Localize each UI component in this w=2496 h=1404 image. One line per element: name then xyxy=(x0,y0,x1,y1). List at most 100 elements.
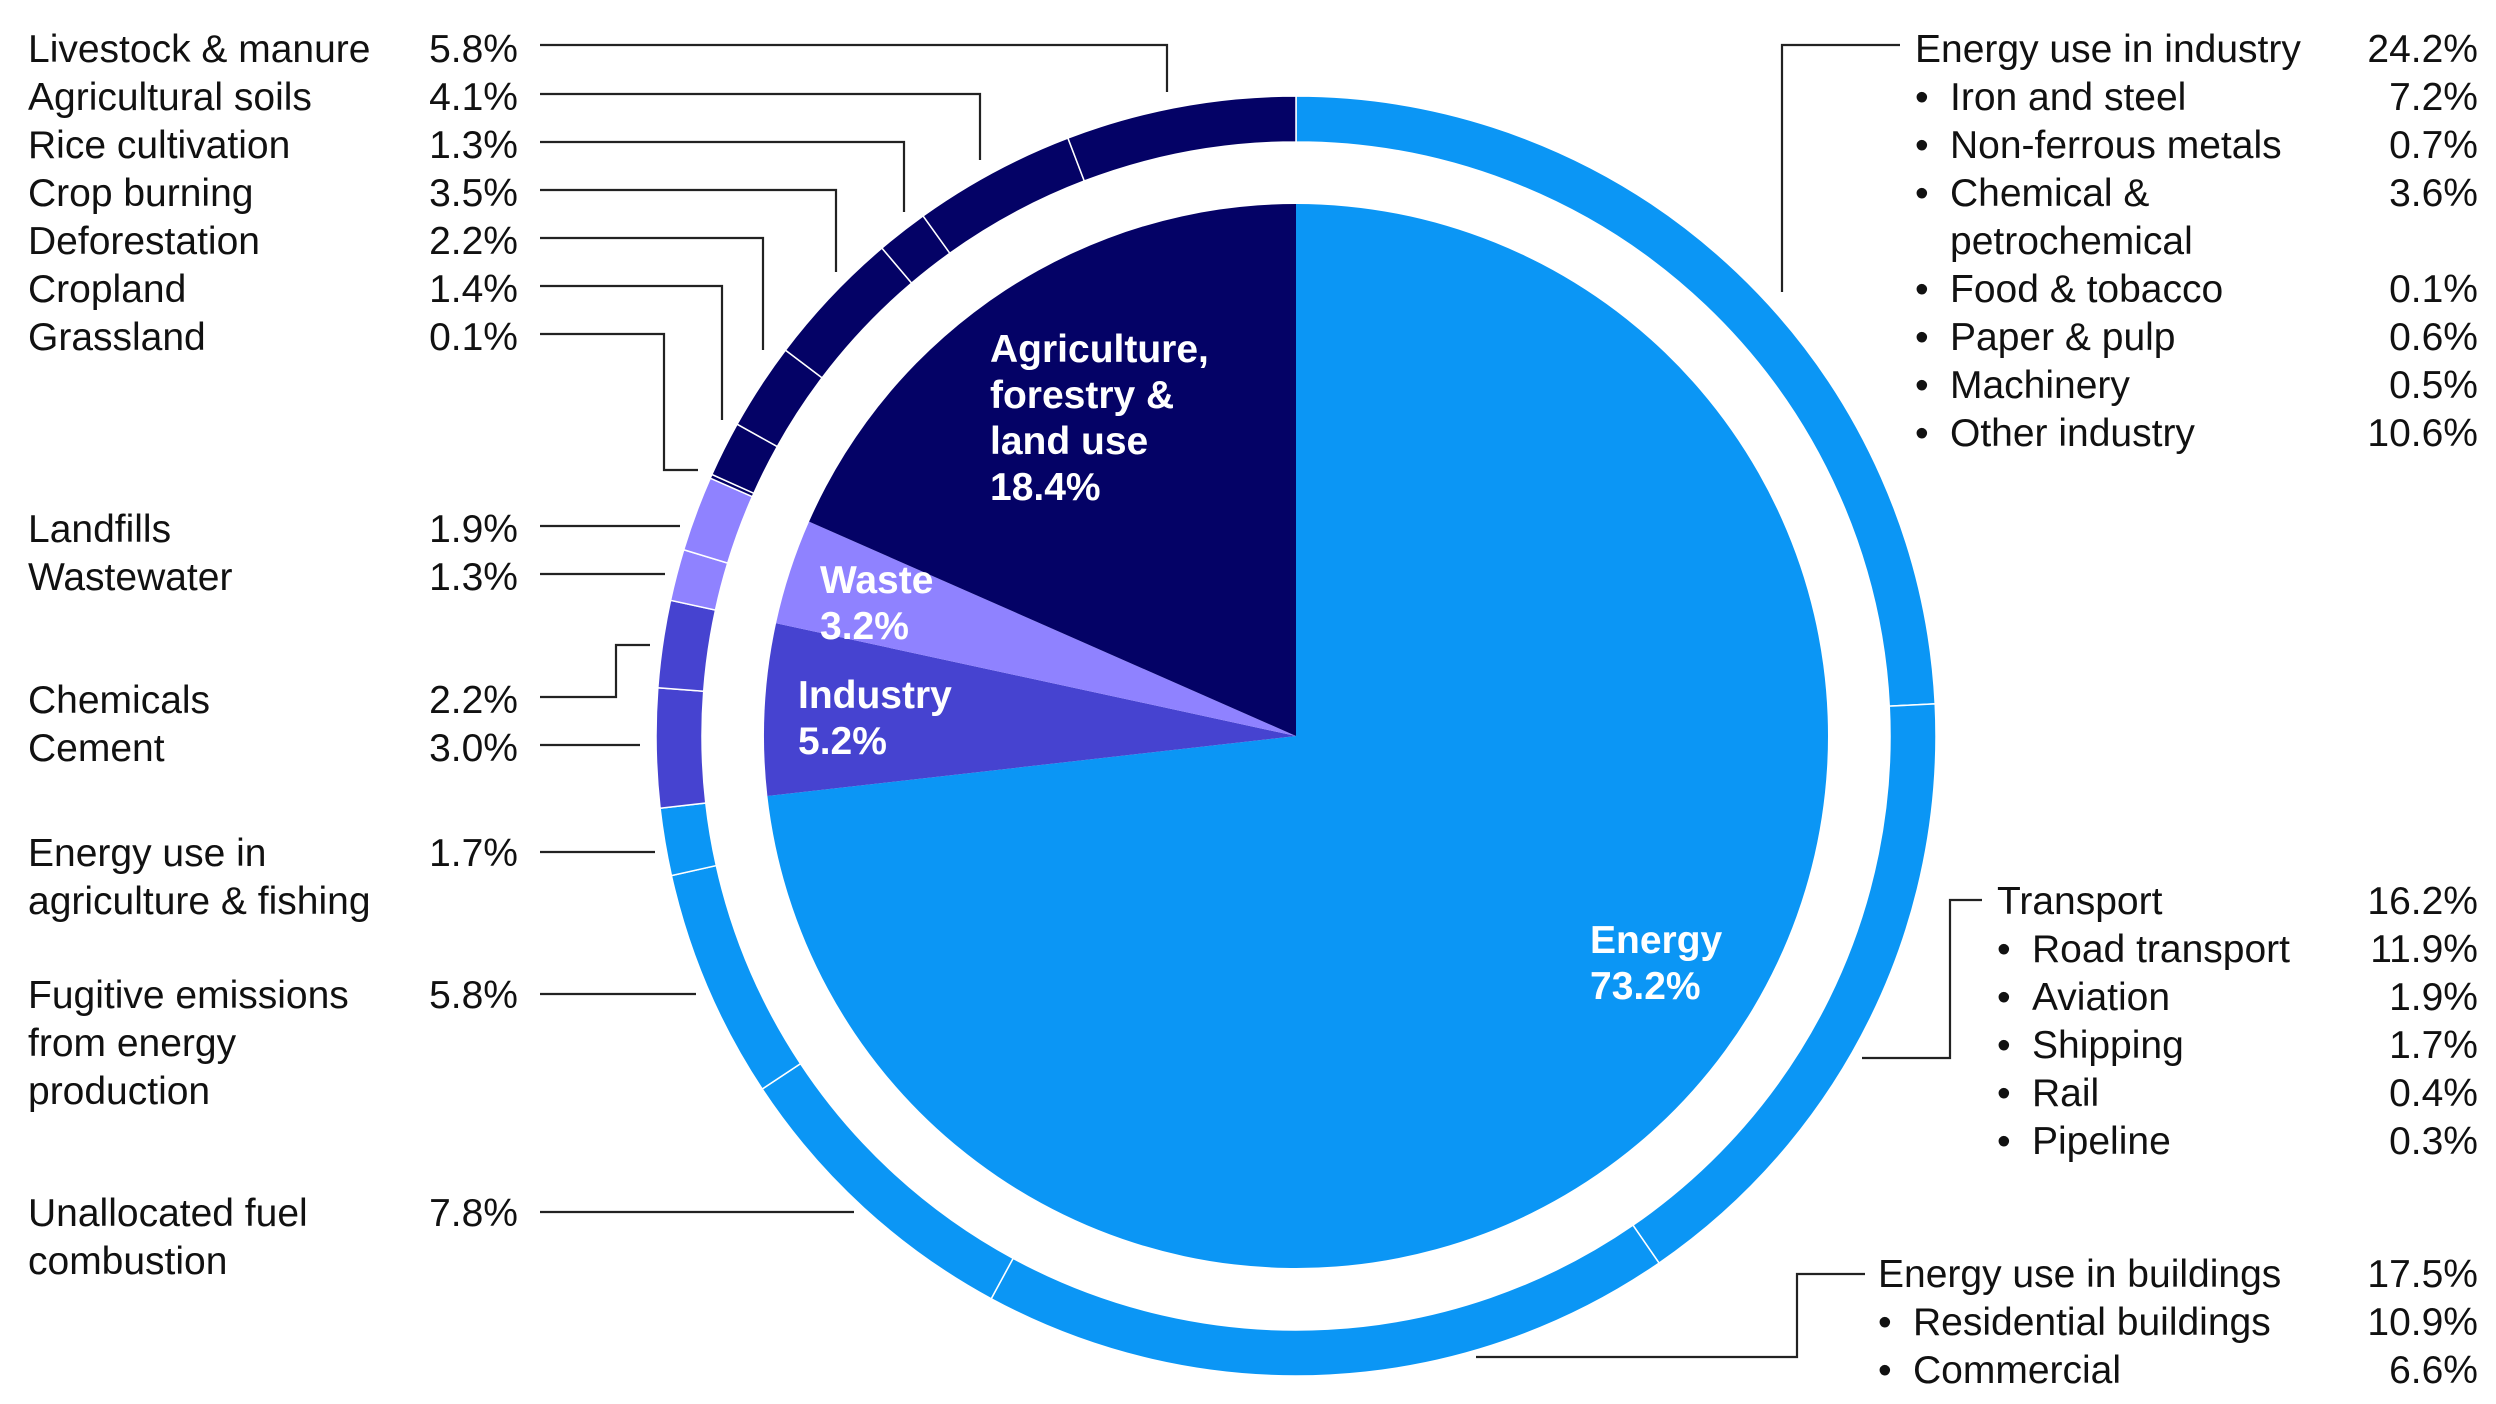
value-shipping: 1.7% xyxy=(2389,1024,2478,1067)
outer-ring xyxy=(655,95,1937,1377)
label-iron-steel: Iron and steel xyxy=(1950,76,2186,119)
value-energy-buildings: 17.5% xyxy=(2367,1253,2478,1296)
value-iron-steel: 7.2% xyxy=(2389,76,2478,119)
pie-slice-agriculture-forestry-land-use xyxy=(809,204,1296,736)
value-ag-energy: 1.7% xyxy=(429,832,518,875)
agriculture-label-line1: Agriculture, xyxy=(990,328,1209,371)
label-ag-energy-line2: agriculture & fishing xyxy=(28,880,371,923)
value-fugitive: 5.8% xyxy=(429,974,518,1017)
label-ag-soils: Agricultural soils xyxy=(28,76,312,119)
bullet: • xyxy=(1878,1349,1892,1392)
ring-segment-agricultural-soils xyxy=(922,137,1086,255)
label-paper-pulp: Paper & pulp xyxy=(1950,316,2176,359)
label-chemical-petro-line2: petrochemical xyxy=(1950,220,2193,263)
bullet: • xyxy=(1915,124,1929,167)
bullet: • xyxy=(1915,268,1929,311)
label-aviation: Aviation xyxy=(2032,976,2170,1019)
bullet: • xyxy=(1997,928,2011,971)
label-machinery: Machinery xyxy=(1950,364,2130,407)
leader-industry xyxy=(1780,43,1900,292)
value-residential: 10.9% xyxy=(2367,1301,2478,1344)
pie-slice-industry xyxy=(764,623,1296,797)
right-labels-buildings: Energy use in buildings 17.5% • Resident… xyxy=(1878,1253,2478,1392)
value-pipeline: 0.3% xyxy=(2389,1120,2478,1163)
value-chemical-petro: 3.6% xyxy=(2389,172,2478,215)
label-unallocated-line2: combustion xyxy=(28,1240,227,1283)
value-grassland: 0.1% xyxy=(429,316,518,359)
value-transport: 16.2% xyxy=(2367,880,2478,923)
leader-deforestation xyxy=(540,236,765,350)
label-chemicals: Chemicals xyxy=(28,679,210,722)
value-landfills: 1.9% xyxy=(429,508,518,551)
value-machinery: 0.5% xyxy=(2389,364,2478,407)
pie-slice-waste xyxy=(776,521,1296,736)
left-labels: Livestock & manure 5.8% Agricultural soi… xyxy=(28,28,518,1283)
leader-grassland xyxy=(540,332,698,472)
inner-label-energy: Energy 73.2% xyxy=(1590,919,1723,1008)
value-rice: 1.3% xyxy=(429,124,518,167)
label-fugitive-line1: Fugitive emissions xyxy=(28,974,349,1017)
label-road-transport: Road transport xyxy=(2032,928,2290,971)
label-chemical-petro-line1: Chemical & xyxy=(1950,172,2149,215)
waste-label-value: 3.2% xyxy=(820,605,909,648)
leader-rice xyxy=(540,140,906,212)
value-wastewater: 1.3% xyxy=(429,556,518,599)
value-aviation: 1.9% xyxy=(2389,976,2478,1019)
energy-label-name: Energy xyxy=(1590,919,1723,962)
label-ag-energy-line1: Energy use in xyxy=(28,832,266,875)
label-rice: Rice cultivation xyxy=(28,124,290,167)
label-crop-burning: Crop burning xyxy=(28,172,253,215)
bullet: • xyxy=(1915,172,1929,215)
bullet: • xyxy=(1997,1120,2011,1163)
value-non-ferrous: 0.7% xyxy=(2389,124,2478,167)
value-ag-soils: 4.1% xyxy=(429,76,518,119)
label-cropland: Cropland xyxy=(28,268,186,311)
label-energy-buildings: Energy use in buildings xyxy=(1878,1253,2281,1296)
leader-ag-soils xyxy=(540,92,982,160)
value-unallocated: 7.8% xyxy=(429,1192,518,1235)
value-road-transport: 11.9% xyxy=(2370,928,2478,971)
value-chemicals: 2.2% xyxy=(429,679,518,722)
bullet: • xyxy=(1997,1024,2011,1067)
agriculture-label-line3: land use xyxy=(990,420,1148,463)
bullet: • xyxy=(1997,1072,2011,1115)
ring-segment-cement xyxy=(655,686,707,810)
leader-buildings xyxy=(1476,1272,1865,1359)
value-other-industry: 10.6% xyxy=(2367,412,2478,455)
leader-crop-burning xyxy=(540,188,838,272)
ring-segment-energy-use-in-agriculture-fishing xyxy=(659,802,718,877)
leader-lines-left xyxy=(540,43,1169,1214)
value-energy-industry: 24.2% xyxy=(2367,28,2478,71)
label-food-tobacco: Food & tobacco xyxy=(1950,268,2223,311)
ring-segment-chemicals xyxy=(657,599,717,693)
bullet: • xyxy=(1997,976,2011,1019)
ring-segment-fugitive-emissions-from-energy-production xyxy=(670,864,802,1091)
industry-label-value: 5.2% xyxy=(798,720,887,763)
label-grassland: Grassland xyxy=(28,316,206,359)
leader-cropland xyxy=(540,284,724,420)
agriculture-label-value: 18.4% xyxy=(990,466,1101,509)
leader-transport xyxy=(1862,898,1982,1060)
value-crop-burning: 3.5% xyxy=(429,172,518,215)
inner-pie xyxy=(764,204,1828,1268)
bullet: • xyxy=(1878,1301,1892,1344)
leader-chemicals xyxy=(540,643,650,699)
label-fugitive-line3: production xyxy=(28,1070,210,1113)
bullet: • xyxy=(1915,76,1929,119)
value-paper-pulp: 0.6% xyxy=(2389,316,2478,359)
label-energy-industry: Energy use in industry xyxy=(1915,28,2301,71)
agriculture-label-line2: forestry & xyxy=(990,374,1174,417)
leader-livestock xyxy=(540,43,1169,92)
label-other-industry: Other industry xyxy=(1950,412,2195,455)
label-wastewater: Wastewater xyxy=(28,556,232,599)
inner-label-waste: Waste 3.2% xyxy=(820,559,933,648)
label-non-ferrous: Non-ferrous metals xyxy=(1950,124,2282,167)
inner-label-industry: Industry 5.2% xyxy=(798,674,952,763)
leader-lines-right xyxy=(1476,43,1982,1359)
right-labels-transport: Transport 16.2% • Road transport 11.9% •… xyxy=(1997,880,2478,1163)
bullet: • xyxy=(1915,412,1929,455)
value-cropland: 1.4% xyxy=(429,268,518,311)
label-cement: Cement xyxy=(28,727,165,770)
ring-segment-livestock-manure xyxy=(1066,95,1297,182)
